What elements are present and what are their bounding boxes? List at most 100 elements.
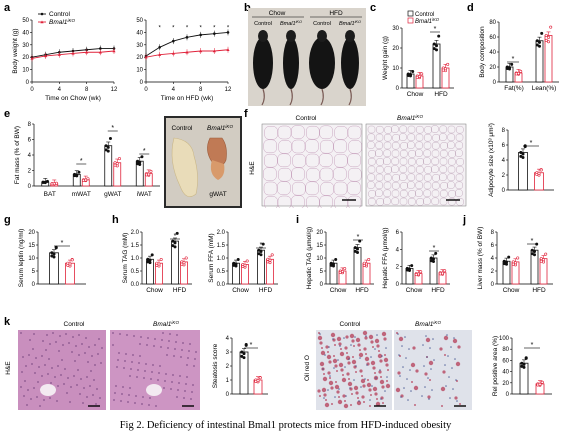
panel-k-oil-control-droplet (339, 351, 345, 357)
panel-k-he-control-nucleus (30, 398, 32, 400)
panel-d-point (544, 33, 548, 37)
panel-f-ko-cell (416, 125, 424, 134)
panel-f-ko-cell (432, 142, 440, 150)
panel-k-area-point (520, 361, 524, 365)
panel-c-ytick-label: 0 (396, 86, 400, 92)
panel-f-ko-cell (432, 134, 440, 142)
panel-k-oil-control-nucleus (350, 344, 352, 346)
panel-k-oil-control-droplet (375, 401, 381, 407)
panel-k-oil-ko-nucleus (398, 354, 400, 356)
panel-k-he-ko-nucleus (146, 344, 148, 346)
panel-k-he-control-nucleus (75, 345, 77, 347)
panel-f-ko-label: Bmal1iKO (397, 114, 423, 123)
panel-k-he-control-nucleus (41, 375, 43, 377)
panel-k-oil-control-droplet (346, 372, 350, 376)
panel-f-ko-cell (432, 181, 440, 190)
panel-h-ffa-point (257, 248, 261, 252)
panel-f-ko-cell (456, 158, 464, 166)
panel-k-oil-control-nucleus (384, 390, 386, 392)
panel-k-oil-control-droplet (365, 353, 367, 355)
panel-k-oil-ko-nucleus (405, 357, 407, 359)
panel-f-ko-cell (448, 150, 456, 158)
panel-k-oil-ko-droplet (443, 335, 449, 341)
panel-f-ko-cell (447, 181, 455, 189)
panel-a-sig-star: * (186, 25, 189, 31)
panel-d-point (549, 25, 553, 29)
panel-k-he-ko-nucleus (116, 366, 118, 368)
panel-f-ko-cell (384, 126, 392, 134)
panel-k-he-control-nucleus (73, 375, 75, 377)
panel-j-point (511, 262, 515, 266)
panel-e-category-label: iWAT (137, 191, 152, 198)
panel-f-ko-cell (416, 166, 424, 174)
panel-k-oil-control-label: Control (340, 321, 362, 328)
panel-k-oil-control-nucleus (323, 397, 325, 399)
panel-k-oil-control-droplet (317, 335, 323, 341)
panel-f-ko-cell (424, 174, 432, 182)
panel-d-ytick-label: 40 (489, 50, 496, 56)
panel-f-control-label: Control (296, 115, 318, 122)
panel-h-tag-category-label: HFD (173, 287, 187, 294)
panel-h-ffa-ytick-label: 0.5 (217, 269, 226, 275)
panel-a-point (158, 53, 162, 56)
panel-a-legend-ko-marker (40, 20, 44, 24)
panel-d-sig-star: * (512, 56, 515, 63)
panel-k-oil-control-droplet (382, 402, 384, 404)
panel-a-point (98, 50, 102, 54)
panel-k-oil-control-droplet (362, 384, 366, 388)
panel-f-ko-cell (391, 149, 400, 158)
panel-f-ko-cell (447, 133, 455, 141)
panel-h-ffa-point (259, 250, 263, 254)
panel-k-oil-control-droplet (353, 385, 359, 391)
panel-j-sig-star: * (531, 238, 534, 245)
panel-f-ko-cell (408, 150, 416, 158)
panel-k-oil-control-droplet (348, 378, 350, 380)
panel-f-ko-cell (368, 190, 376, 198)
panel-b-mouse-tail (261, 88, 265, 106)
panel-f-ko-cell (400, 182, 408, 190)
panel-k-oil-ko-nucleus (404, 336, 406, 338)
panel-letter-b: b (244, 2, 251, 14)
panel-d-point (540, 31, 544, 35)
panel-k-oil-control-nucleus (333, 367, 335, 369)
panel-c-point (437, 34, 441, 38)
panel-k-he-ko-nucleus (181, 349, 183, 351)
panel-k-he-ko-nucleus (147, 337, 149, 339)
panel-k-oil-control-droplet (355, 337, 361, 343)
panel-k-he-ko-nucleus (144, 370, 146, 372)
panel-k-he-control-nucleus (94, 364, 96, 366)
panel-c-point (435, 48, 439, 52)
panel-k-area-point (522, 362, 526, 366)
panel-f-ko-cell (392, 181, 400, 190)
panel-k-he-control-nucleus (72, 336, 74, 338)
panel-h-ffa-ytick-label: 0.0 (217, 282, 226, 288)
panel-f-ko-cell (368, 150, 376, 158)
panel-i-tag-point (355, 247, 359, 251)
panel-k-oil-control-droplet (334, 364, 338, 368)
panel-b-mouse-head (258, 30, 268, 42)
panel-k-oil-control-nucleus (379, 369, 381, 371)
panel-k-oil-control-droplet (325, 345, 329, 349)
panel-k-score-point (242, 352, 246, 356)
panel-k-oil-ko-droplet (397, 371, 401, 375)
panel-k-oil-control-droplet (338, 396, 340, 398)
panel-k-oil-control-droplet (374, 392, 378, 396)
panel-i-ffa-point (441, 271, 445, 275)
panel-a-xtick-label: 12 (111, 87, 118, 93)
panel-letter-g: g (4, 214, 11, 226)
panel-k-oil-control-droplet (359, 369, 363, 373)
panel-e-point (136, 162, 140, 166)
panel-k-oil-control-droplet (370, 360, 376, 366)
panel-k-score-point (244, 343, 248, 347)
panel-h-ffa-ytick-label: 2.0 (217, 230, 226, 236)
panel-letter-e: e (4, 108, 11, 120)
panel-k-score-ytick-label: 1 (226, 378, 230, 384)
panel-f-ko-cell (407, 141, 415, 149)
panel-f-chart-point (519, 150, 523, 154)
panel-k-oil-ko-droplet (427, 395, 431, 399)
panel-k-oil-control-nucleus (324, 354, 326, 356)
panel-c-point (432, 42, 436, 46)
panel-d-point (544, 38, 548, 42)
panel-f-ko-cell (392, 134, 400, 142)
panel-a-ytick-label: 10 (22, 68, 29, 74)
